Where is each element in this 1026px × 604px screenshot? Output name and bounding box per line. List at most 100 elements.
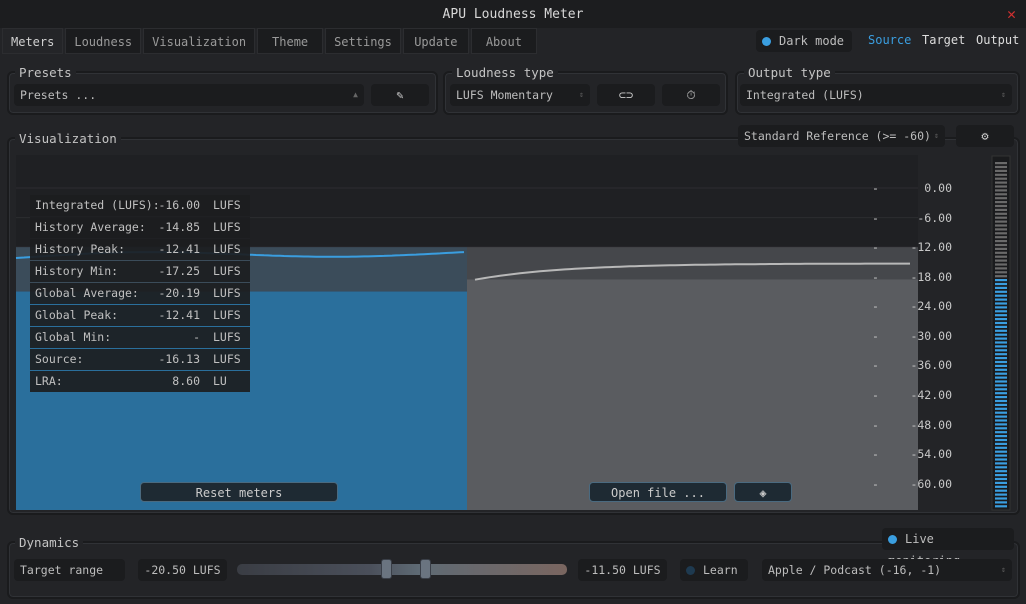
slider-handle-high[interactable] <box>420 559 432 579</box>
presets-select[interactable]: Presets ... ▲ <box>14 84 364 106</box>
meter-segment <box>995 474 1007 477</box>
meter-segment <box>995 345 1007 348</box>
link-icon: ⊂⊃ <box>618 88 634 102</box>
meter-segment <box>995 162 1007 165</box>
stat-row: Global Min: - LUFS <box>30 327 250 348</box>
meter-segment <box>995 279 1007 282</box>
stat-unit: LUFS <box>213 286 241 300</box>
meter-segment <box>995 450 1007 453</box>
meter-segment <box>995 431 1007 434</box>
stat-unit: LUFS <box>213 242 241 256</box>
stat-row: History Peak: -12.41 LUFS <box>30 239 250 260</box>
source-button[interactable]: Source <box>868 33 912 47</box>
scale-tick: - -42.00 <box>872 388 952 403</box>
meter-segment <box>995 407 1007 410</box>
live-monitoring-toggle[interactable]: Live monitoring <box>882 528 1014 568</box>
reset-meters-button[interactable]: Reset meters <box>140 482 338 502</box>
spinner-icon: ⇕ <box>934 131 939 140</box>
file-line <box>474 262 910 281</box>
meter-segment <box>995 185 1007 188</box>
meter-segment <box>995 376 1007 379</box>
visualization-label: Visualization <box>15 131 121 146</box>
file-area <box>467 279 918 510</box>
meter-segment <box>995 349 1007 352</box>
meter-segment <box>995 236 1007 239</box>
dark-mode-toggle[interactable]: Dark mode <box>756 30 852 52</box>
meter-segment <box>995 329 1007 332</box>
meter-segment <box>995 396 1007 399</box>
learn-toggle[interactable]: Learn <box>680 559 748 581</box>
meter-segment <box>995 368 1007 371</box>
meter-segment <box>995 458 1007 461</box>
meter-segment <box>995 286 1007 289</box>
scale-tick: - -48.00 <box>872 417 952 432</box>
timer-button[interactable]: ⏱ <box>662 84 720 106</box>
meter-segment <box>995 427 1007 430</box>
dynamics-preset-select[interactable]: Apple / Podcast (-16, -1) ⇕ <box>762 559 1012 581</box>
meter-segment <box>995 212 1007 215</box>
edit-preset-button[interactable]: ✎ <box>371 84 429 106</box>
output-type-select[interactable]: Integrated (LUFS) ⇕ <box>740 84 1012 106</box>
meter-segment <box>995 310 1007 313</box>
stat-row: History Average: -14.85 LUFS <box>30 217 250 238</box>
output-button[interactable]: Output <box>976 33 1020 47</box>
meter-segment <box>995 415 1007 418</box>
meter-segment <box>995 470 1007 473</box>
meter-segment <box>995 290 1007 293</box>
meter-segment <box>995 403 1007 406</box>
stat-value: 8.60 <box>172 374 200 388</box>
tab-theme[interactable]: Theme <box>257 28 324 54</box>
meter-segment <box>995 169 1007 172</box>
loudness-type-select[interactable]: LUFS Momentary ⇕ <box>450 84 590 106</box>
tab-visualization[interactable]: Visualization <box>143 28 256 54</box>
meter-segment <box>995 462 1007 465</box>
meter-segment <box>995 259 1007 262</box>
meter-segment <box>995 243 1007 247</box>
meter-segment <box>995 201 1007 204</box>
meter-segment <box>995 181 1007 184</box>
meter-segment <box>995 435 1007 438</box>
spinner-icon: ▲ <box>353 90 358 99</box>
layers-button[interactable]: ◈ <box>734 482 792 502</box>
scale-tick: - -36.00 <box>872 358 952 373</box>
reference-select[interactable]: Standard Reference (>= -60) ⇕ <box>738 125 945 147</box>
meter-segment <box>995 360 1007 364</box>
tab-loudness[interactable]: Loudness <box>65 28 142 54</box>
tab-meters[interactable]: Meters <box>2 28 64 54</box>
meter-segment <box>995 267 1007 270</box>
close-icon[interactable]: ✕ <box>1006 5 1016 23</box>
meter-segment <box>995 240 1007 243</box>
meter-segment <box>995 333 1007 336</box>
stat-unit: LU <box>213 374 227 388</box>
window-title: APU Loudness Meter <box>442 7 584 22</box>
meter-segment <box>995 481 1007 484</box>
slider-handle-low[interactable] <box>380 559 392 579</box>
meter-segment <box>995 189 1007 192</box>
target-button[interactable]: Target <box>922 33 966 47</box>
meter-segment <box>995 302 1007 305</box>
meter-segment <box>995 423 1007 426</box>
meter-segment <box>995 485 1007 488</box>
learn-label: Learn <box>703 563 738 577</box>
stat-row: Integrated (LUFS): -16.00 LUFS <box>30 195 250 216</box>
meter-segment <box>995 497 1007 500</box>
range-high-value: -11.50 LUFS <box>578 559 667 581</box>
tab-settings[interactable]: Settings <box>325 28 401 54</box>
meter-segment <box>995 216 1007 219</box>
visualization-settings-button[interactable]: ⚙ <box>956 125 1014 147</box>
meter-segment <box>995 489 1007 492</box>
stat-row: Global Peak: -12.41 LUFS <box>30 305 250 326</box>
link-button[interactable]: ⊂⊃ <box>597 84 655 106</box>
open-file-button[interactable]: Open file ... <box>589 482 727 502</box>
tab-about[interactable]: About <box>470 28 537 54</box>
meter-segment <box>995 411 1007 414</box>
tab-update[interactable]: Update <box>402 28 469 54</box>
stat-unit: LUFS <box>213 352 241 366</box>
output-type-group <box>735 71 1020 115</box>
meter-segment <box>995 466 1007 469</box>
range-slider[interactable] <box>237 564 567 575</box>
meter-segment <box>995 298 1007 301</box>
stat-label: LRA: <box>35 374 63 388</box>
meter-segment <box>995 399 1007 403</box>
